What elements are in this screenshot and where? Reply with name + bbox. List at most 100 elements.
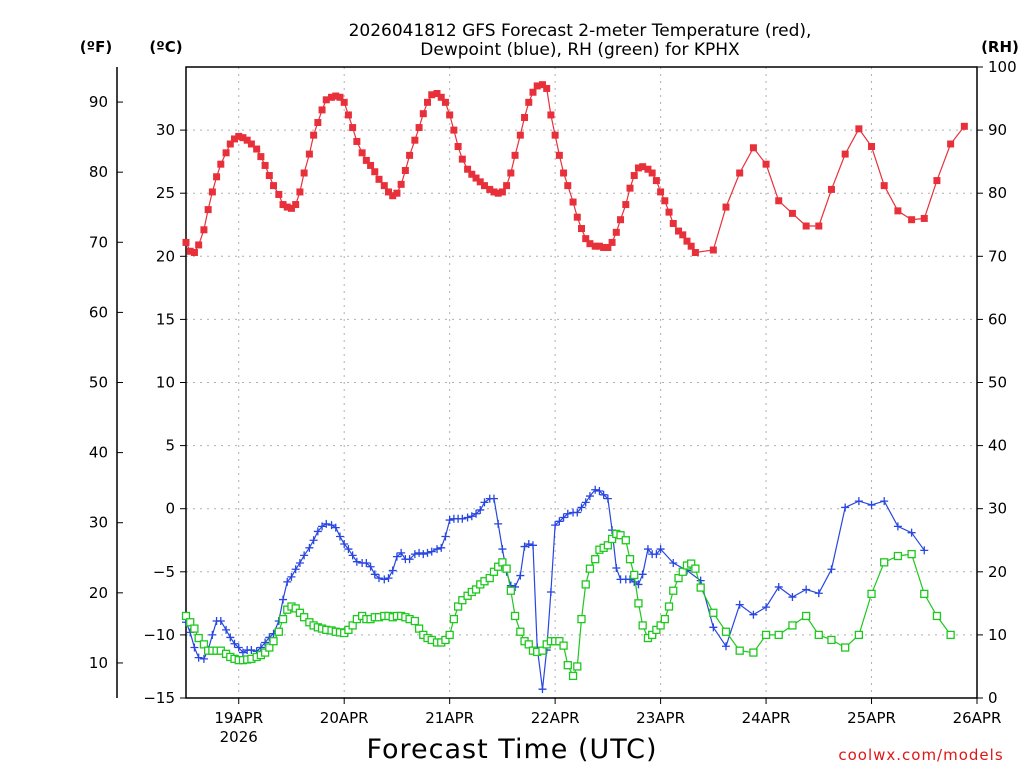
- rh-point: [907, 549, 916, 559]
- rh-point: [485, 573, 494, 583]
- temperature-point: [564, 182, 572, 190]
- temperature-point: [340, 98, 348, 106]
- rh-point: [458, 596, 467, 605]
- celsius-tick-label: 5: [165, 437, 175, 455]
- temperature-point: [652, 177, 660, 185]
- temperature-point: [332, 92, 340, 100]
- dewpoint-point: [370, 570, 379, 579]
- dewpoint-point: [652, 550, 661, 559]
- dewpoint-point: [230, 639, 239, 648]
- rh-point: [581, 580, 590, 589]
- fahrenheit-tick-label: 30: [89, 514, 108, 532]
- grid-lines: [186, 67, 977, 699]
- rh-point: [506, 586, 515, 595]
- temperature-point: [551, 131, 559, 139]
- temperature-point: [722, 203, 730, 211]
- dewpoint-point: [603, 494, 612, 503]
- rh-tick-label: 20: [988, 563, 1007, 581]
- credit-link[interactable]: coolwx.com/models: [838, 746, 1003, 764]
- temperature-point: [516, 131, 524, 139]
- dewpoint-point: [427, 547, 436, 556]
- dewpoint-point: [467, 512, 476, 521]
- rh-point: [190, 624, 199, 633]
- temperature-point: [314, 119, 322, 127]
- rh-tick-label: 80: [988, 184, 1007, 202]
- temperature-point: [428, 91, 436, 99]
- temperature-point: [279, 201, 287, 209]
- temperature-point: [450, 126, 458, 134]
- temperature-point: [775, 197, 783, 205]
- temperature-point: [529, 88, 537, 96]
- dewpoint-point: [551, 521, 560, 530]
- temperature-point: [195, 241, 203, 249]
- temperature-point: [657, 188, 665, 196]
- dewpoint-point: [516, 571, 525, 580]
- rh-point: [867, 589, 876, 599]
- dewpoint-point: [762, 603, 771, 612]
- temperature-point: [275, 190, 283, 198]
- temperature-point: [424, 98, 432, 106]
- fahrenheit-tick-label: 10: [89, 654, 108, 672]
- dewpoint-point: [920, 546, 929, 555]
- dewpoint-point: [546, 587, 555, 596]
- dewpoint-point: [366, 562, 375, 571]
- dewpoint-point: [305, 543, 314, 552]
- celsius-tick-label: −15: [143, 689, 175, 707]
- dewpoint-point: [344, 545, 353, 554]
- celsius-tick-label: 20: [156, 247, 175, 265]
- dewpoint-point: [581, 498, 590, 507]
- dewpoint-point: [907, 528, 916, 537]
- dewpoint-point: [524, 540, 533, 549]
- temperature-point: [353, 137, 361, 145]
- rh-point: [291, 604, 300, 613]
- rh-point: [498, 558, 507, 567]
- temperature-point: [247, 140, 255, 148]
- dewpoint-point: [630, 577, 639, 586]
- rh-point: [854, 630, 864, 640]
- temperature-point: [328, 93, 336, 101]
- rh-point: [577, 614, 586, 624]
- rh-point: [696, 583, 705, 592]
- dewpoint-point: [802, 585, 811, 594]
- dewpoint-point: [340, 540, 349, 549]
- celsius-tick-label: 0: [165, 500, 175, 518]
- dewpoint-point: [327, 521, 336, 530]
- dewpoint-point: [415, 548, 424, 557]
- temperature-point: [617, 216, 625, 224]
- temperature-point: [322, 96, 330, 104]
- temperature-point: [458, 155, 466, 163]
- temperature-point: [213, 173, 221, 181]
- rh-point: [494, 562, 503, 571]
- rh-point: [946, 630, 955, 640]
- dewpoint-point: [494, 519, 503, 528]
- rh-point: [652, 625, 661, 635]
- x-tick-label: 22APR: [531, 709, 580, 727]
- temperature-point: [344, 111, 352, 119]
- temperature-point: [683, 237, 691, 245]
- dewpoint-point: [410, 550, 419, 559]
- dewpoint-point: [226, 633, 235, 642]
- dewpoint-point: [669, 558, 678, 567]
- dewpoint-point: [476, 505, 485, 514]
- temperature-point: [762, 160, 770, 168]
- temperature-point: [380, 182, 388, 190]
- dewpoint-point: [419, 550, 428, 559]
- rh-point: [414, 624, 424, 633]
- temperature-point: [367, 161, 375, 169]
- temperature-point: [490, 188, 498, 196]
- rh-tick-label: 30: [988, 500, 1007, 518]
- dewpoint-point: [331, 523, 340, 532]
- dewpoint-point: [463, 513, 472, 522]
- dewpoint-point: [318, 522, 327, 531]
- temperature-point: [253, 145, 261, 153]
- dewpoint-point: [591, 485, 600, 494]
- dewpoint-point: [194, 653, 203, 662]
- temperature-point: [182, 238, 190, 246]
- dewpoint-point: [247, 646, 256, 655]
- dewpoint-point: [222, 625, 231, 634]
- dewpoint-point: [238, 648, 247, 657]
- dewpoint-point: [573, 508, 582, 517]
- rh-point: [274, 627, 283, 636]
- temperature-point: [894, 207, 902, 215]
